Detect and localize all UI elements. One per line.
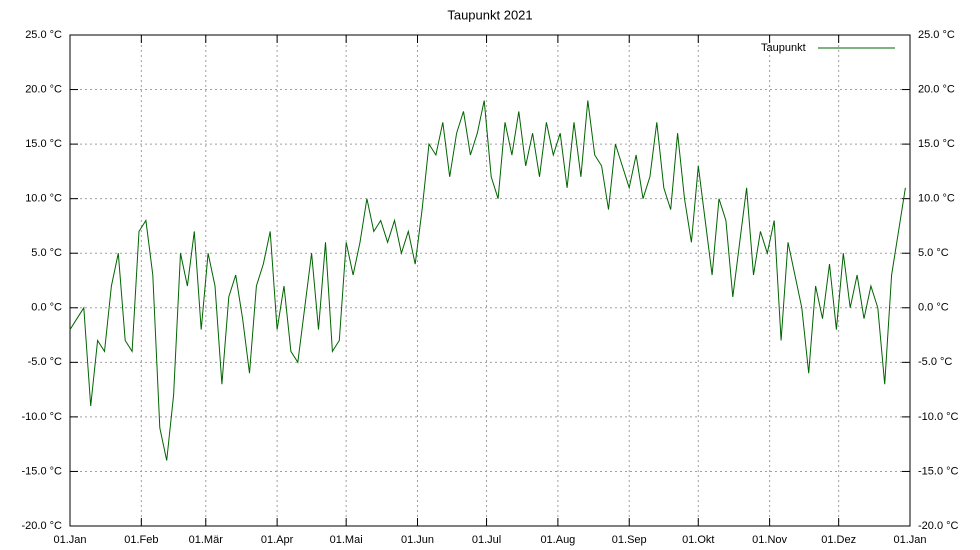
x-tick-label: 01.Jan [893,534,926,546]
x-tick-label: 01.Jun [401,534,434,546]
y-tick-label: 15.0 °C [25,138,62,150]
y-tick-label: -15.0 °C [22,465,63,477]
x-tick-label: 01.Feb [124,534,158,546]
x-tick-label: 01.Dez [821,534,856,546]
y-tick-label: -20.0 °C [22,520,63,532]
y-tick-label: 0.0 °C [31,302,62,314]
y-tick-label: -5.0 °C [28,356,62,368]
y2-tick-label: 25.0 °C [918,29,955,41]
y-tick-label: 5.0 °C [31,247,62,259]
x-tick-label: 01.Aug [540,534,575,546]
x-tick-label: 01.Sep [612,534,647,546]
legend-label: Taupunkt [761,42,806,54]
y2-tick-label: 5.0 °C [918,247,949,259]
y2-tick-label: -10.0 °C [918,411,959,423]
x-tick-label: 01.Okt [682,534,714,546]
y2-tick-label: 15.0 °C [918,138,955,150]
plot-frame [69,34,911,527]
chart-title: Taupunkt 2021 [447,7,532,22]
y2-tick-label: 10.0 °C [918,193,955,205]
y-tick-label: 25.0 °C [25,29,62,41]
x-tick-label: 01.Jan [53,534,86,546]
y-tick-label: 10.0 °C [25,193,62,205]
x-tick-label: 01.Mär [189,534,224,546]
x-tick-label: 01.Nov [752,534,787,546]
y2-tick-label: -15.0 °C [918,465,959,477]
y-tick-label: 20.0 °C [25,83,62,95]
y2-tick-label: -20.0 °C [918,520,959,532]
x-tick-label: 01.Apr [261,534,294,546]
y-tick-label: -10.0 °C [22,411,63,423]
x-tick-label: 01.Jul [472,534,501,546]
data-line [69,100,906,461]
y2-tick-label: 0.0 °C [918,302,949,314]
x-tick-label: 01.Mai [330,534,363,546]
y2-tick-label: 20.0 °C [918,83,955,95]
y2-tick-label: -5.0 °C [918,356,952,368]
